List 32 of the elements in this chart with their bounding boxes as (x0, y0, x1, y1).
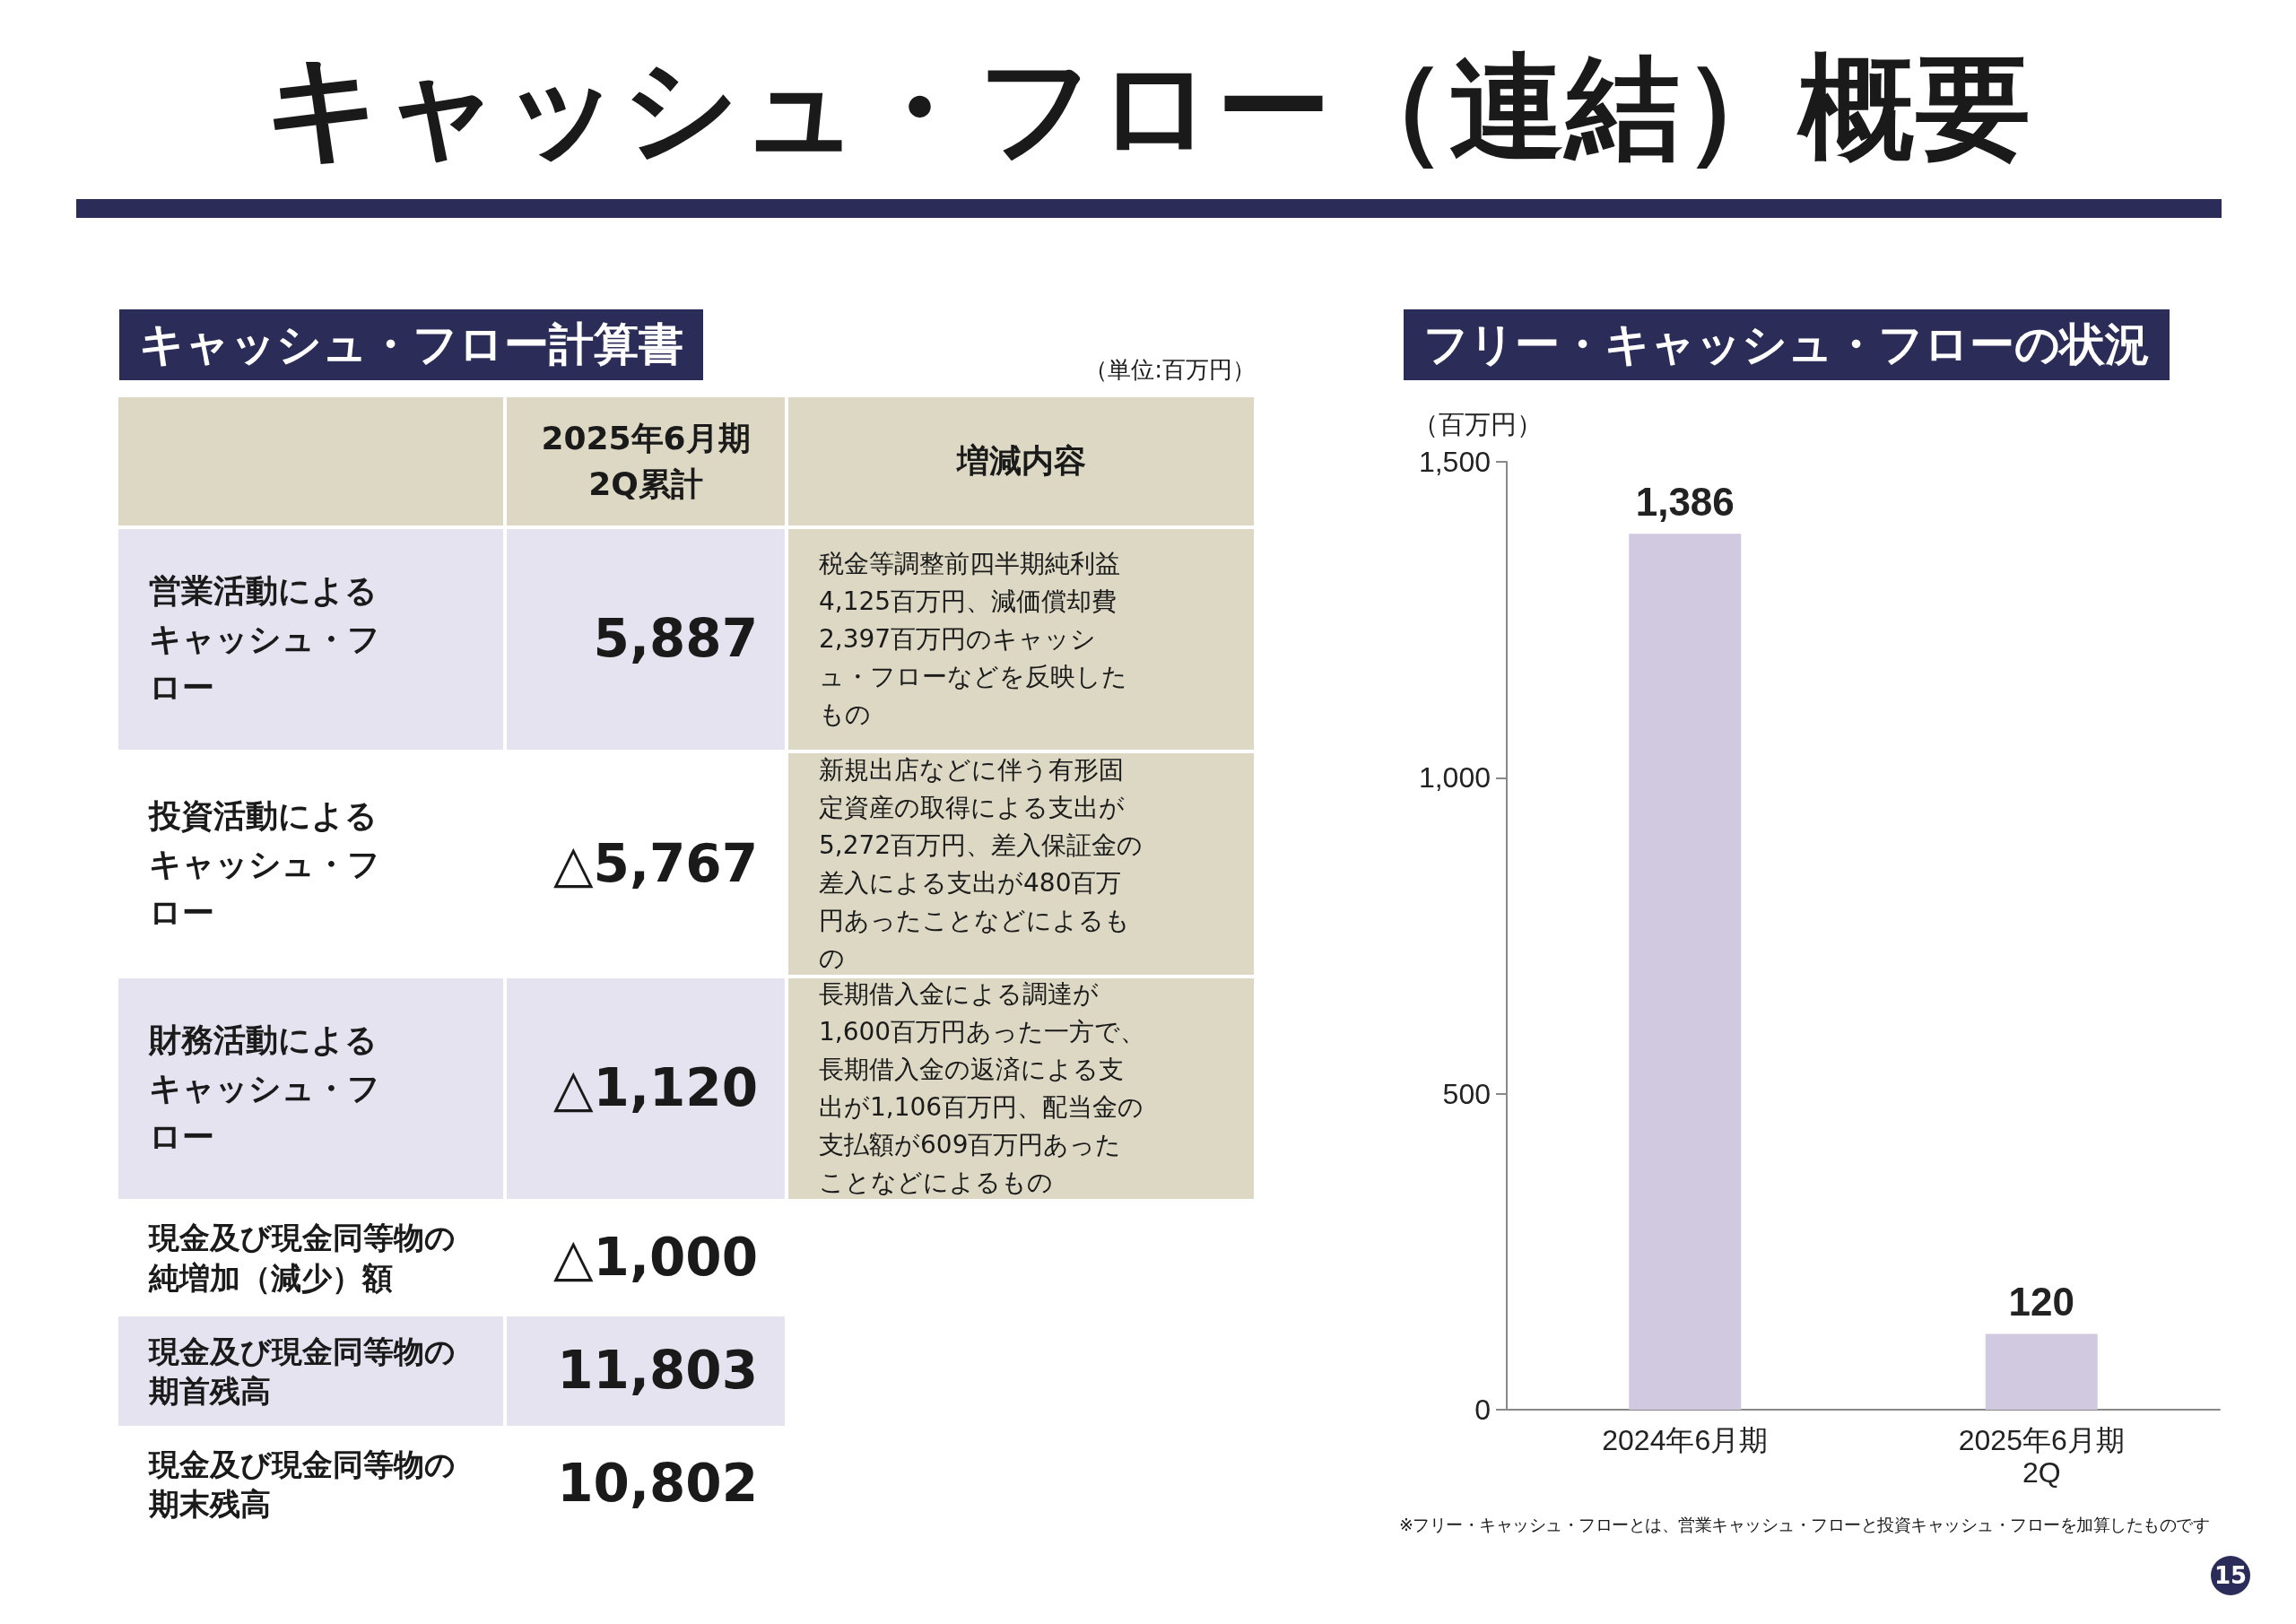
category-label: 現金及び現金同等物の期首残高 (117, 1315, 505, 1428)
y-tick-label: 0 (1474, 1394, 1491, 1426)
text: 15 (2211, 1556, 2250, 1595)
y-tick-label: 1,000 (1418, 761, 1491, 795)
category-label: 現金及び現金同等物の期末残高 (117, 1428, 505, 1541)
text: △1,120 (552, 1057, 758, 1119)
text: 10,802 (557, 1453, 758, 1515)
text: 税金等調整前四半期純利益4,125百万円、減価償却費2,397百万円のキャッシュ・フローなどを反映したもの (787, 527, 1256, 751)
data-label: 1,386 (1635, 479, 1735, 524)
y-tick-label: 1,500 (1418, 446, 1491, 478)
text: 長期借入金による調達が1,600百万円あった一方で、長期借入金の返済による支出が1,106百万円、配当金の支払額が609百万円あったことなどによるもの (787, 977, 1256, 1201)
chart-title: フリー・キャッシュ・フローの状況 (1404, 309, 2170, 380)
text: 増減内容 (787, 395, 1256, 527)
text: ※フリー・キャッシュ・フローとは、営業キャッシュ・フローと投資キャッシュ・フローを加算したものです (1399, 1514, 2211, 1536)
category-label: 財務活動によるキャッシュ・フロー (117, 977, 505, 1201)
text: △1,000 (552, 1226, 758, 1288)
x-tick-label: 2025年6月期 2Q (1958, 1424, 2125, 1489)
text: 5,887 (593, 608, 758, 670)
text: 新規出店などに伴う有形固定資産の取得による支出が5,272百万円、差入保証金の差入による支出が480百万円あったことなどによるもの (787, 751, 1256, 977)
text: 11,803 (557, 1340, 758, 1402)
data-label: 120 (2008, 1279, 2074, 1324)
text: （単位:百万円） (1083, 355, 1256, 385)
category-label: 現金及び現金同等物の純増加（減少）額 (117, 1201, 505, 1315)
text: 2025年6月期 2Q累計 (505, 395, 787, 527)
category-label: 投資活動によるキャッシュ・フロー (117, 751, 505, 977)
y-tick-label: 500 (1442, 1077, 1491, 1110)
y-axis-title: （百万円） (1413, 409, 1543, 439)
text: キャッシュ・フロー計算書 (119, 309, 703, 380)
text: キャッシュ・フロー（連結）概要 (263, 39, 2033, 176)
text: △5,767 (552, 832, 758, 894)
x-tick-label: 2024年6月期 (1602, 1424, 1769, 1456)
category-label: 営業活動によるキャッシュ・フロー (117, 527, 505, 751)
